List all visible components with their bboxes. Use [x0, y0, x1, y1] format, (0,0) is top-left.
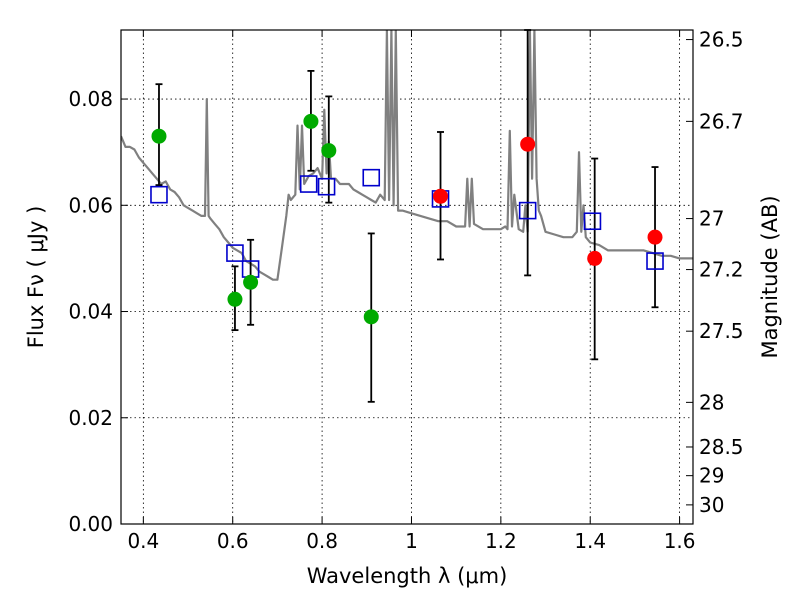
y2-tick-label: 29	[699, 464, 724, 488]
y-tick-label: 0.06	[68, 193, 113, 217]
y2-tick-label: 27.5	[699, 319, 744, 343]
y2-tick-label: 28	[699, 390, 724, 414]
y-tick-label: 0.04	[68, 300, 113, 324]
model-photometry-square	[317, 177, 336, 196]
red-data-point	[587, 250, 603, 266]
x-tick-label: 0.8	[306, 529, 338, 553]
plot-frame	[120, 29, 694, 525]
y2-tick-label: 27	[699, 207, 724, 231]
y-tick-label: 0.08	[68, 87, 113, 111]
green-data-point	[363, 309, 379, 325]
y2-tick-label: 28.5	[699, 435, 744, 459]
x-axis-title: Wavelength λ (μm)	[307, 564, 508, 588]
red-data-point	[433, 188, 449, 204]
green-data-point	[151, 128, 167, 144]
green-data-point	[321, 143, 337, 159]
y2-tick-label: 26.7	[699, 109, 744, 133]
model-photometry-square	[362, 168, 381, 187]
plot-background	[121, 30, 693, 524]
red-data-point	[647, 229, 663, 245]
y-tick-label: 0.02	[68, 406, 113, 430]
y2-tick-label: 26.5	[699, 28, 744, 52]
x-tick-label: 0.6	[217, 529, 249, 553]
y2-tick-label: 30	[699, 493, 724, 517]
y-axis-title: Flux Fν ( μJy )	[24, 206, 48, 349]
y2-axis-title: Magnitude (AB)	[758, 195, 782, 358]
y2-tick-label: 27.2	[699, 258, 744, 282]
x-tick-label: 1	[405, 529, 418, 553]
ticks: 0.4 0.6 0.8 1 1.2 1.4 1.6 0.00 0.02 0.04 0.06 0.08 2…	[68, 28, 743, 553]
x-tick-label: 0.4	[127, 529, 159, 553]
x-tick-label: 1.4	[574, 529, 606, 553]
y-tick-label: 0.00	[68, 512, 113, 536]
data-layer	[121, 30, 693, 281]
green-data-point	[227, 291, 243, 307]
model-photometry-square	[150, 185, 168, 204]
green-data-point	[303, 113, 319, 129]
model-photometry-square	[583, 212, 602, 231]
x-tick-label: 1.6	[664, 529, 696, 553]
errorbars	[150, 29, 664, 403]
green-data-point	[243, 274, 259, 290]
model-photometry-square	[299, 175, 318, 193]
x-tick-label: 1.2	[485, 529, 517, 553]
model-photometry-square	[226, 244, 244, 262]
red-data-point	[520, 136, 536, 152]
model-photometry-square	[646, 252, 664, 270]
model-photometry-square	[518, 201, 537, 220]
model-spectrum-line	[121, 30, 693, 281]
